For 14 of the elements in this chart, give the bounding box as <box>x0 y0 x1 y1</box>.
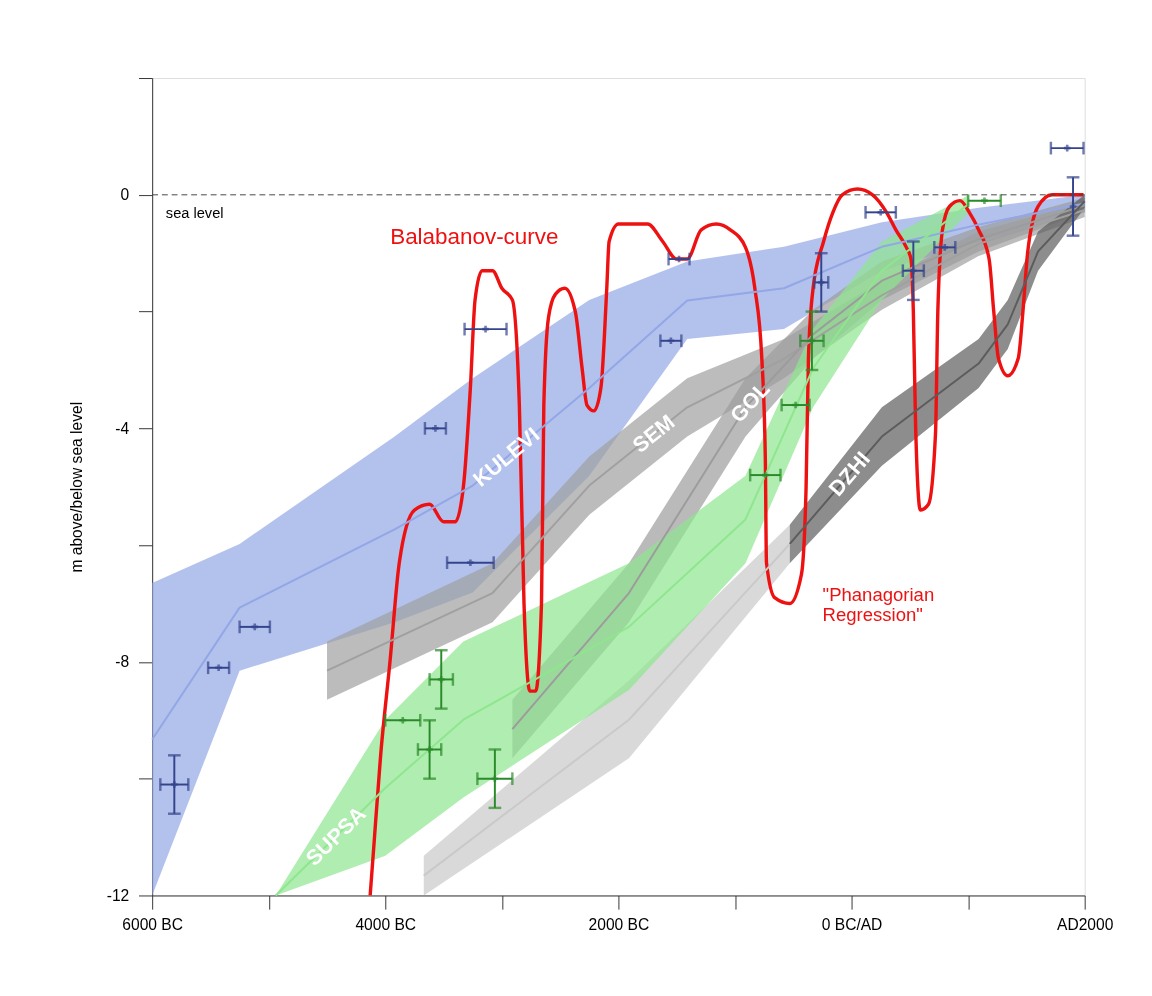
y-tick-label: -4 <box>115 419 130 437</box>
annotation: "Phanagorian Regression" <box>822 583 935 626</box>
x-tick-label: 2000 BC <box>588 916 650 934</box>
y-tick-label: -8 <box>115 653 130 671</box>
x-tick-label: AD2000 <box>1057 916 1114 934</box>
x-tick-label: 0 BC/AD <box>821 916 883 934</box>
y-tick-label: 0 <box>120 186 130 204</box>
y-tick-label: -12 <box>106 886 130 904</box>
x-tick-label: 6000 BC <box>122 916 183 934</box>
y-axis-title: m above/below sea level <box>68 401 86 573</box>
series-label: Balabanov-curve <box>390 223 559 249</box>
x-tick-label: 4000 BC <box>355 916 417 934</box>
text: GOL <box>725 376 775 428</box>
ref-line-label: sea level <box>165 205 224 222</box>
